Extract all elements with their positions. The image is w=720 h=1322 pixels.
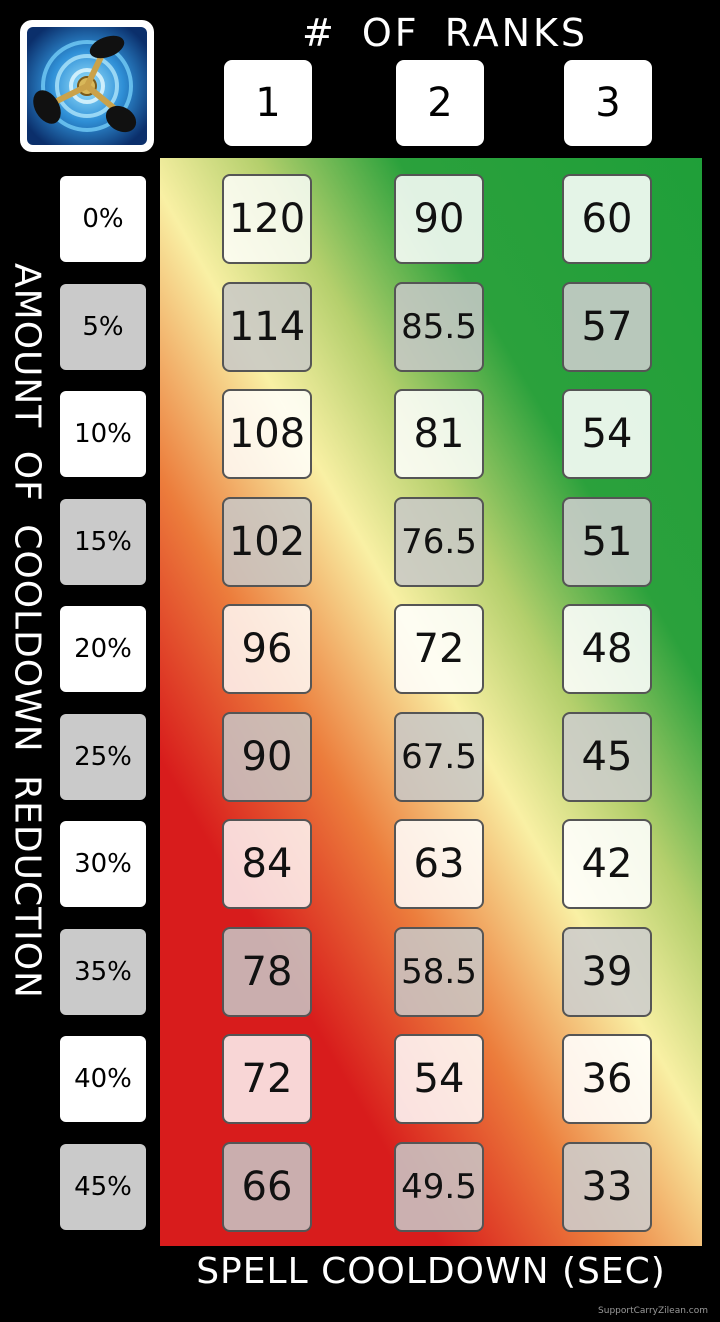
cdr-label-30pct: 30% bbox=[60, 821, 146, 907]
ranks-title: # OF RANKS bbox=[301, 11, 589, 55]
cooldown-cell-row9-rank3: 36 bbox=[562, 1034, 652, 1124]
cooldown-cell-row5-rank2: 72 bbox=[394, 604, 484, 694]
cooldown-cell-row4-rank2: 76.5 bbox=[394, 497, 484, 587]
cooldown-cell-row10-rank2: 49.5 bbox=[394, 1142, 484, 1232]
cdr-label-5pct: 5% bbox=[60, 284, 146, 370]
cooldown-cell-row10-rank1: 66 bbox=[222, 1142, 312, 1232]
cooldown-reduction-axis-title: AMOUNT OF COOLDOWN REDUCTION bbox=[2, 236, 52, 1026]
cooldown-cell-row1-rank1: 120 bbox=[222, 174, 312, 264]
cooldown-cell-row1-rank2: 90 bbox=[394, 174, 484, 264]
rank-header-1: 1 bbox=[224, 60, 312, 146]
cooldown-cell-row2-rank3: 57 bbox=[562, 282, 652, 372]
cooldown-cell-row8-rank1: 78 bbox=[222, 927, 312, 1017]
rank-header-3: 3 bbox=[564, 60, 652, 146]
cdr-label-35pct: 35% bbox=[60, 929, 146, 1015]
cdr-label-15pct: 15% bbox=[60, 499, 146, 585]
cooldown-cell-row2-rank1: 114 bbox=[222, 282, 312, 372]
cooldown-cell-row4-rank3: 51 bbox=[562, 497, 652, 587]
spell-cooldown-title: SPELL COOLDOWN (SEC) bbox=[196, 1251, 666, 1292]
cooldown-cell-row3-rank1: 108 bbox=[222, 389, 312, 479]
spell-icon-frame bbox=[20, 20, 154, 152]
cooldown-cell-row9-rank1: 72 bbox=[222, 1034, 312, 1124]
cooldown-cell-row10-rank3: 33 bbox=[562, 1142, 652, 1232]
cdr-label-25pct: 25% bbox=[60, 714, 146, 800]
cooldown-cell-row3-rank2: 81 bbox=[394, 389, 484, 479]
cooldown-cell-row5-rank3: 48 bbox=[562, 604, 652, 694]
cooldown-cell-row7-rank3: 42 bbox=[562, 819, 652, 909]
cdr-label-10pct: 10% bbox=[60, 391, 146, 477]
cooldown-cell-row6-rank2: 67.5 bbox=[394, 712, 484, 802]
cdr-label-40pct: 40% bbox=[60, 1036, 146, 1122]
time-warp-spell-icon bbox=[27, 27, 147, 145]
cooldown-cell-row8-rank3: 39 bbox=[562, 927, 652, 1017]
cooldown-cell-row7-rank2: 63 bbox=[394, 819, 484, 909]
cooldown-cell-row9-rank2: 54 bbox=[394, 1034, 484, 1124]
cooldown-cell-row6-rank3: 45 bbox=[562, 712, 652, 802]
cooldown-cell-row2-rank2: 85.5 bbox=[394, 282, 484, 372]
cdr-label-20pct: 20% bbox=[60, 606, 146, 692]
cdr-label-45pct: 45% bbox=[60, 1144, 146, 1230]
cooldown-cell-row8-rank2: 58.5 bbox=[394, 927, 484, 1017]
cooldown-cell-row7-rank1: 84 bbox=[222, 819, 312, 909]
cooldown-cell-row1-rank3: 60 bbox=[562, 174, 652, 264]
watermark: SupportCarryZilean.com bbox=[598, 1306, 708, 1316]
cooldown-cell-row3-rank3: 54 bbox=[562, 389, 652, 479]
cooldown-cell-row4-rank1: 102 bbox=[222, 497, 312, 587]
cooldown-cell-row5-rank1: 96 bbox=[222, 604, 312, 694]
rank-header-2: 2 bbox=[396, 60, 484, 146]
cooldown-reduction-axis-label: AMOUNT OF COOLDOWN REDUCTION bbox=[6, 263, 48, 999]
cdr-label-0pct: 0% bbox=[60, 176, 146, 262]
cooldown-cell-row6-rank1: 90 bbox=[222, 712, 312, 802]
